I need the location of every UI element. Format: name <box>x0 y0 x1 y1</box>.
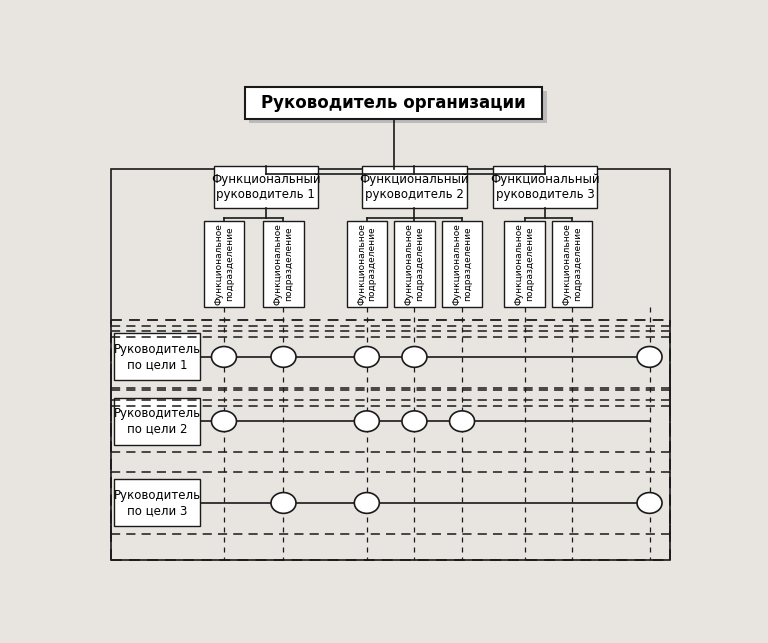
Bar <box>245 87 542 119</box>
Circle shape <box>354 347 379 367</box>
Bar <box>214 167 318 208</box>
Bar <box>346 221 387 307</box>
Bar <box>263 221 303 307</box>
Circle shape <box>271 347 296 367</box>
Circle shape <box>402 411 427 431</box>
Text: Руководитель
по цели 2: Руководитель по цели 2 <box>114 407 200 435</box>
Text: Функциональное
подразделение: Функциональное подразделение <box>515 223 535 305</box>
Circle shape <box>637 347 662 367</box>
Bar <box>114 398 200 445</box>
Text: Функциональное
подразделение: Функциональное подразделение <box>357 223 376 305</box>
Text: Функциональное
подразделение: Функциональное подразделение <box>452 223 472 305</box>
Bar <box>493 167 598 208</box>
Circle shape <box>637 493 662 513</box>
Bar <box>362 167 466 208</box>
Bar <box>249 91 547 123</box>
Bar <box>114 480 200 527</box>
Bar <box>204 221 244 307</box>
Text: Функциональное
подразделение: Функциональное подразделение <box>214 223 233 305</box>
Bar <box>552 221 592 307</box>
Circle shape <box>354 411 379 431</box>
Text: Функциональное
подразделение: Функциональное подразделение <box>405 223 424 305</box>
Bar <box>505 221 545 307</box>
Text: Функциональный
руководитель 3: Функциональный руководитель 3 <box>491 174 600 201</box>
Bar <box>394 221 435 307</box>
Text: Функциональный
руководитель 2: Функциональный руководитель 2 <box>359 174 469 201</box>
Text: Руководитель организации: Руководитель организации <box>261 94 526 112</box>
Circle shape <box>354 493 379 513</box>
Text: Функциональное
подразделение: Функциональное подразделение <box>273 223 293 305</box>
Bar <box>111 168 670 560</box>
Text: Функциональное
подразделение: Функциональное подразделение <box>562 223 582 305</box>
Bar <box>442 221 482 307</box>
Circle shape <box>211 411 237 431</box>
Circle shape <box>271 493 296 513</box>
Bar <box>114 333 200 381</box>
Bar <box>250 91 547 123</box>
Text: Руководитель
по цели 1: Руководитель по цели 1 <box>114 343 200 371</box>
Circle shape <box>402 347 427 367</box>
Text: Руководитель
по цели 3: Руководитель по цели 3 <box>114 489 200 517</box>
Circle shape <box>211 347 237 367</box>
Text: Функциональный
руководитель 1: Функциональный руководитель 1 <box>211 174 320 201</box>
Circle shape <box>449 411 475 431</box>
